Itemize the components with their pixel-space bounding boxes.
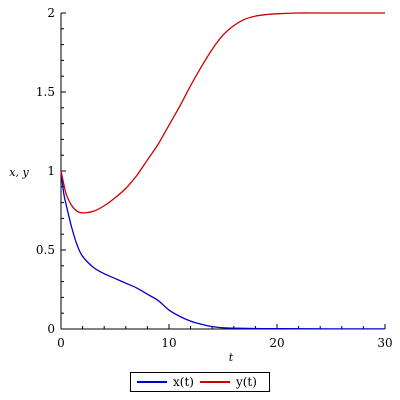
x-tick-label: 20 bbox=[269, 336, 284, 350]
legend-label-x: x(t) bbox=[173, 375, 194, 389]
y-tick-label: 0.5 bbox=[36, 243, 55, 257]
y-tick-label: 1.5 bbox=[36, 85, 55, 99]
y-tick-label: 0 bbox=[47, 322, 55, 336]
x-tick-label: 10 bbox=[161, 336, 176, 350]
series-lines bbox=[60, 12, 386, 330]
legend-swatch-y bbox=[199, 381, 230, 383]
y-axis-label: x, y bbox=[9, 166, 29, 179]
x-tick-label: 30 bbox=[377, 336, 392, 350]
axis-ticks: 0 10 20 30 0 0.5 1 1.5 2 bbox=[36, 6, 393, 350]
legend-entry-y: y(t) bbox=[194, 373, 257, 391]
legend: x(t) y(t) bbox=[130, 372, 270, 392]
y-tick-label: 2 bbox=[47, 6, 55, 20]
series-line-y bbox=[60, 12, 385, 214]
x-axis-label: t bbox=[229, 351, 234, 364]
x-tick-label: 0 bbox=[57, 336, 65, 350]
series-line-x bbox=[60, 170, 386, 330]
legend-label-y: y(t) bbox=[235, 375, 257, 389]
axes bbox=[60, 13, 385, 330]
legend-swatch-x bbox=[137, 381, 167, 383]
legend-entry-x: x(t) bbox=[131, 373, 194, 391]
y-tick-label: 1 bbox=[47, 164, 55, 178]
